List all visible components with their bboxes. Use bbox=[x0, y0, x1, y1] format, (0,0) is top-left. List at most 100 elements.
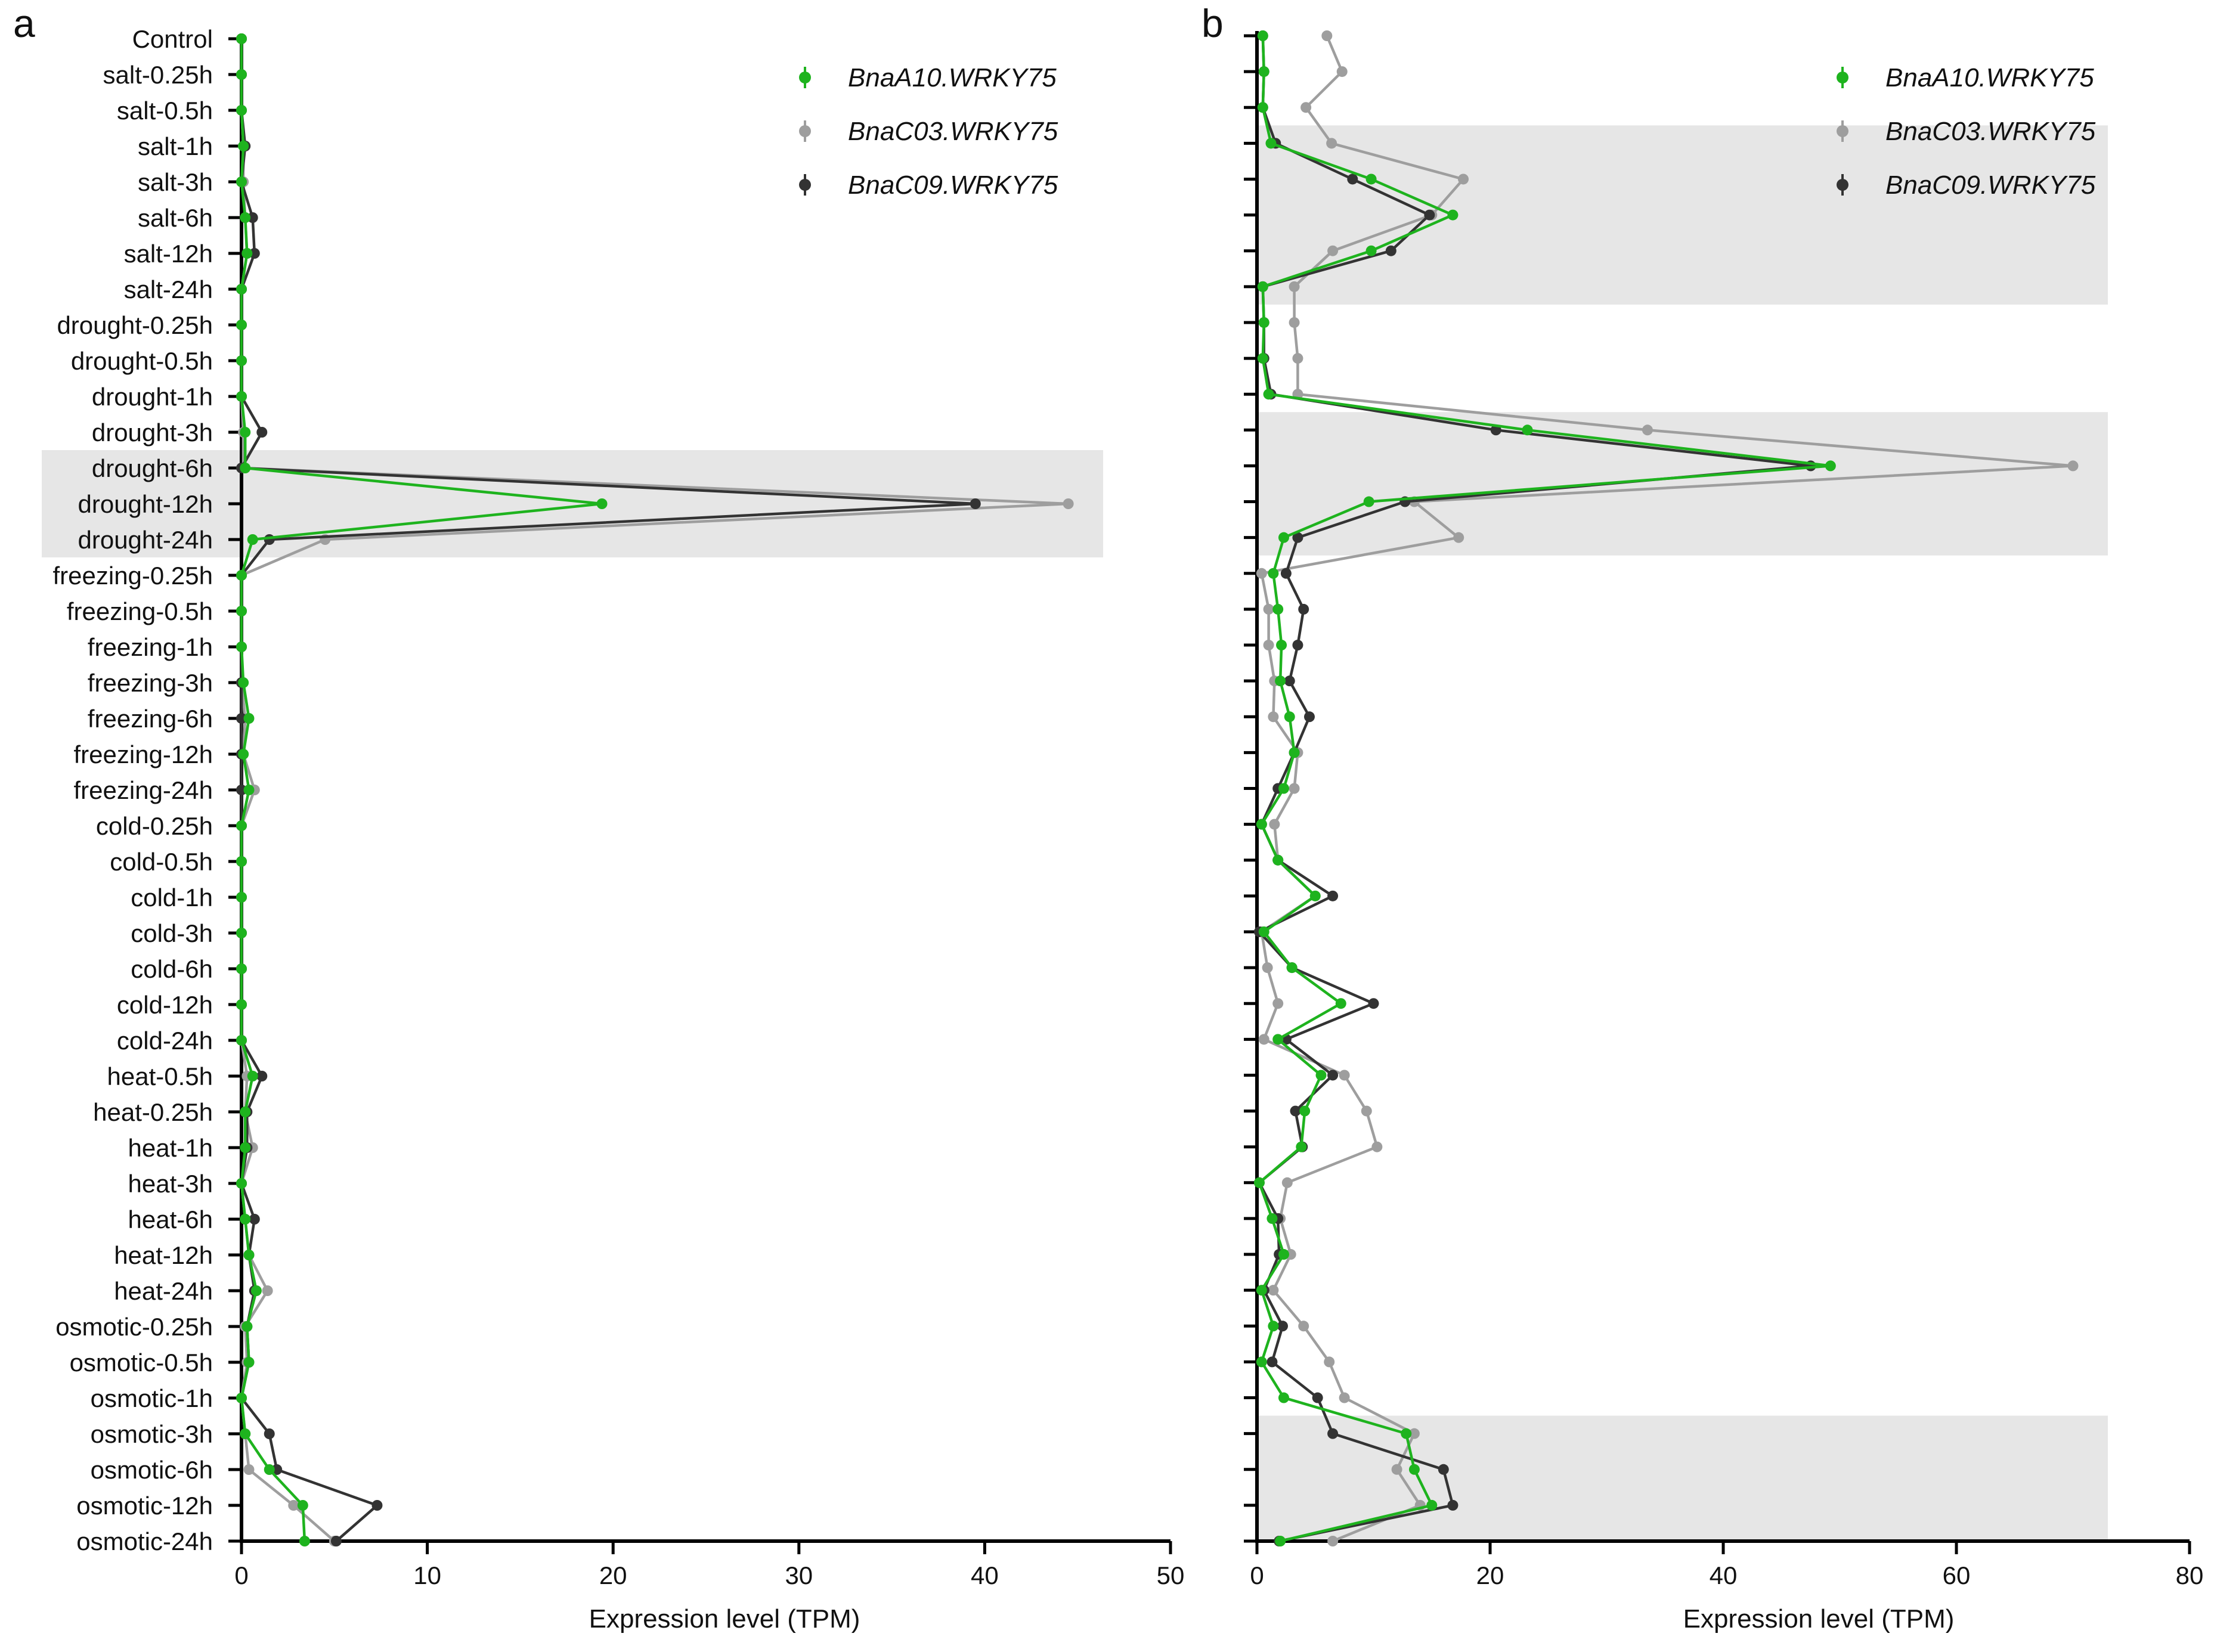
data-point bbox=[1326, 138, 1337, 149]
y-tick-label: drought-1h bbox=[92, 383, 213, 411]
data-point bbox=[243, 713, 255, 724]
data-point bbox=[240, 1428, 251, 1439]
data-point bbox=[1365, 245, 1377, 256]
data-point bbox=[236, 785, 247, 795]
x-tick-label: 40 bbox=[1710, 1561, 1738, 1589]
data-point bbox=[1299, 1105, 1311, 1117]
data-point bbox=[1263, 603, 1274, 615]
data-point bbox=[1289, 747, 1300, 758]
y-tick-label: heat-3h bbox=[128, 1170, 213, 1198]
y-tick-label: freezing-6h bbox=[88, 705, 213, 733]
data-point bbox=[1438, 1464, 1449, 1475]
data-point bbox=[1296, 1141, 1307, 1152]
data-point bbox=[236, 606, 247, 616]
data-point bbox=[1335, 998, 1346, 1009]
data-point bbox=[1309, 890, 1321, 901]
data-point bbox=[236, 928, 247, 938]
data-point bbox=[264, 1464, 275, 1475]
data-point bbox=[1268, 1321, 1279, 1332]
data-point bbox=[249, 1214, 260, 1225]
y-tick-label: drought-3h bbox=[92, 419, 213, 447]
x-axis-title: Expression level (TPM) bbox=[589, 1604, 860, 1634]
x-tick-label: 80 bbox=[2176, 1561, 2204, 1589]
data-point bbox=[243, 1250, 255, 1260]
data-point bbox=[1063, 498, 1074, 509]
y-tick-label: osmotic-12h bbox=[76, 1492, 213, 1520]
series-line bbox=[240, 39, 603, 1542]
x-tick-label: 60 bbox=[1943, 1561, 1971, 1589]
data-point bbox=[236, 963, 247, 974]
legend-label: BnaC03.WRKY75 bbox=[848, 117, 1058, 146]
data-point bbox=[238, 141, 249, 151]
data-point bbox=[2067, 460, 2079, 472]
y-tick-label: drought-6h bbox=[92, 454, 213, 482]
series-line bbox=[240, 39, 977, 1542]
legend-marker bbox=[799, 125, 811, 137]
data-point bbox=[1371, 1141, 1383, 1152]
data-point bbox=[1267, 1213, 1278, 1224]
data-point bbox=[1424, 209, 1435, 221]
data-point bbox=[1365, 173, 1377, 185]
data-point bbox=[236, 1035, 247, 1046]
y-tick-label: freezing-12h bbox=[74, 740, 213, 768]
legend-label: BnaA10.WRKY75 bbox=[1885, 63, 2094, 92]
data-point bbox=[240, 1107, 251, 1117]
y-tick-label: osmotic-3h bbox=[91, 1420, 213, 1448]
y-tick-label: heat-1h bbox=[128, 1134, 213, 1162]
data-point bbox=[1303, 711, 1315, 723]
data-point bbox=[236, 355, 247, 366]
data-point bbox=[236, 1178, 247, 1189]
x-tick-label: 40 bbox=[971, 1561, 999, 1589]
data-point bbox=[297, 1500, 308, 1511]
data-point bbox=[1284, 711, 1295, 723]
data-point bbox=[1292, 532, 1303, 543]
data-point bbox=[240, 1142, 251, 1153]
data-point bbox=[1253, 1177, 1265, 1188]
y-tick-label: osmotic-0.25h bbox=[55, 1313, 213, 1341]
y-tick-label: cold-12h bbox=[117, 991, 213, 1019]
data-point bbox=[288, 1500, 299, 1511]
data-point bbox=[262, 1285, 273, 1296]
data-point bbox=[1256, 1285, 1267, 1296]
y-tick-label: heat-24h bbox=[114, 1277, 213, 1305]
data-point bbox=[256, 1071, 268, 1081]
data-point bbox=[247, 1071, 258, 1081]
data-point bbox=[299, 1536, 310, 1546]
legend-marker bbox=[799, 72, 811, 83]
data-point bbox=[240, 212, 251, 223]
data-point bbox=[1339, 1392, 1350, 1403]
data-point bbox=[1642, 424, 1653, 436]
data-point bbox=[1447, 209, 1459, 221]
data-point bbox=[1256, 568, 1267, 579]
data-point bbox=[256, 427, 268, 438]
data-point bbox=[1401, 1428, 1412, 1439]
data-point bbox=[236, 176, 247, 187]
data-point bbox=[1368, 998, 1379, 1009]
data-point bbox=[238, 749, 249, 760]
legend-marker bbox=[1837, 179, 1848, 191]
y-tick-label: Control bbox=[132, 25, 213, 53]
data-point bbox=[1286, 962, 1298, 974]
data-point bbox=[236, 1393, 247, 1403]
data-point bbox=[236, 284, 247, 295]
y-tick-label: drought-24h bbox=[78, 526, 213, 554]
data-point bbox=[1327, 890, 1339, 901]
y-tick-label: drought-0.5h bbox=[71, 347, 213, 375]
data-point bbox=[236, 391, 247, 402]
data-point bbox=[1278, 532, 1289, 543]
data-point bbox=[271, 1464, 283, 1475]
y-tick-label: freezing-1h bbox=[88, 633, 213, 661]
data-point bbox=[1278, 1392, 1289, 1403]
data-point bbox=[1327, 1536, 1339, 1546]
data-point bbox=[1269, 819, 1280, 830]
data-point bbox=[1825, 460, 1836, 472]
data-point bbox=[1268, 711, 1279, 723]
data-point bbox=[1453, 532, 1464, 543]
chart-panel-a: a Control salt-0.25h salt-0.5h salt-1h salt-3… bbox=[13, 1, 1184, 1634]
y-tick-label: salt-12h bbox=[124, 240, 213, 268]
data-point bbox=[1391, 1464, 1402, 1475]
data-point bbox=[1267, 1356, 1278, 1368]
data-point bbox=[236, 105, 247, 116]
y-tick-label: heat-0.25h bbox=[93, 1098, 213, 1126]
data-point bbox=[1327, 245, 1339, 256]
